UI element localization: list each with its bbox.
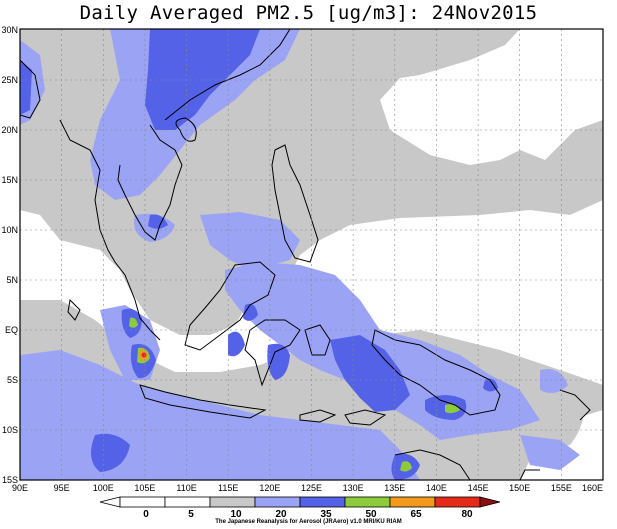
lat-label: 10N xyxy=(1,225,18,235)
colorbar-segment xyxy=(479,496,501,508)
lat-label: EQ xyxy=(5,325,18,335)
lon-label: 125E xyxy=(301,483,322,493)
lon-label: 130E xyxy=(343,483,364,493)
lon-label: 115E xyxy=(218,483,238,493)
colorbar-segment xyxy=(209,496,256,508)
colorbar-segment xyxy=(344,496,391,508)
coastlines xyxy=(20,29,591,480)
lat-label: 5N xyxy=(6,275,18,285)
colorbar-segment xyxy=(164,496,211,508)
latitude-labels: 30N 25N 20N 15N 10N 5N EQ 5S 10S 15S xyxy=(1,25,18,485)
colorbar-segment xyxy=(254,496,301,508)
lon-label: 120E xyxy=(259,483,280,493)
lat-label: 5S xyxy=(7,375,18,385)
colorbar-label: 80 xyxy=(461,509,473,520)
map-frame xyxy=(19,28,604,481)
grid-lines xyxy=(20,29,603,480)
colorbar-label: 50 xyxy=(365,509,377,520)
lon-label: 90E xyxy=(12,483,28,493)
lat-label: 20N xyxy=(1,125,18,135)
colorbar xyxy=(99,496,501,508)
colorbar-labels: 0 5 10 20 35 50 65 80 xyxy=(143,509,473,520)
colorbar-label: 0 xyxy=(143,509,149,520)
longitude-labels: 90E 95E 100E 105E 110E 115E 120E 125E 13… xyxy=(12,483,603,493)
lon-label: 145E xyxy=(468,483,489,493)
colorbar-label: 5 xyxy=(188,509,194,520)
lon-label: 140E xyxy=(426,483,447,493)
colorbar-segment xyxy=(99,496,121,508)
pm25-hotspot xyxy=(139,349,148,360)
colorbar-segment xyxy=(389,496,436,508)
map-title: Daily Averaged PM2.5 [ug/m3]: 24Nov2015 xyxy=(79,2,538,24)
colorbar-label: 35 xyxy=(320,509,332,520)
colorbar-label: 65 xyxy=(410,509,422,520)
colorbar-label: 10 xyxy=(230,509,242,520)
lon-label: 110E xyxy=(176,483,196,493)
colorbar-segment xyxy=(299,496,346,508)
lat-label: 15N xyxy=(1,175,18,185)
lon-label: 105E xyxy=(134,483,155,493)
colorbar-segment xyxy=(119,496,166,508)
colorbar-label: 20 xyxy=(275,509,287,520)
lat-label: 10S xyxy=(2,425,18,435)
lon-label: 150E xyxy=(509,483,530,493)
lat-label: 30N xyxy=(1,25,18,35)
lon-label: 155E xyxy=(551,483,572,493)
lat-label: 15S xyxy=(2,475,18,485)
lat-label: 25N xyxy=(1,75,18,85)
lon-label: 160E xyxy=(582,483,603,493)
lon-label: 95E xyxy=(54,483,70,493)
colorbar-segment xyxy=(434,496,481,508)
lon-label: 135E xyxy=(384,483,405,493)
pm25-field xyxy=(20,29,603,480)
lon-label: 100E xyxy=(93,483,114,493)
credit-line: The Japanese Reanalysis for Aerosol (JRA… xyxy=(215,519,402,525)
